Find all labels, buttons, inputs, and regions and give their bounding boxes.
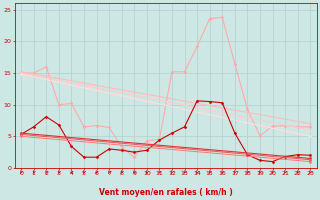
X-axis label: Vent moyen/en rafales ( km/h ): Vent moyen/en rafales ( km/h ) <box>99 188 233 197</box>
